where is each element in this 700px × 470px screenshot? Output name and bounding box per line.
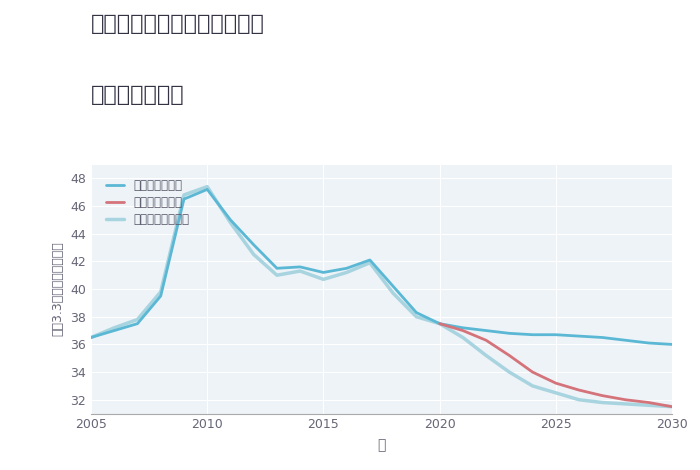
グッドシナリオ (505, 330, 514, 336)
グッドシナリオ (319, 270, 328, 275)
バッドシナリオ (598, 393, 606, 399)
ノーマルシナリオ (645, 402, 653, 408)
ノーマルシナリオ (598, 400, 606, 405)
Line: ノーマルシナリオ: ノーマルシナリオ (91, 187, 672, 407)
ノーマルシナリオ (296, 268, 304, 274)
バッドシナリオ (528, 369, 537, 375)
ノーマルシナリオ (273, 273, 281, 278)
グッドシナリオ (435, 321, 444, 327)
ノーマルシナリオ (412, 314, 421, 320)
グッドシナリオ (133, 321, 141, 327)
グッドシナリオ (203, 187, 211, 192)
グッドシナリオ (389, 283, 398, 289)
ノーマルシナリオ (87, 335, 95, 340)
X-axis label: 年: 年 (377, 439, 386, 453)
グッドシナリオ (342, 266, 351, 271)
バッドシナリオ (645, 400, 653, 405)
バッドシナリオ (458, 328, 467, 333)
ノーマルシナリオ (668, 404, 676, 409)
グッドシナリオ (296, 264, 304, 270)
グッドシナリオ (458, 325, 467, 330)
バッドシナリオ (482, 337, 490, 343)
グッドシナリオ (645, 340, 653, 346)
バッドシナリオ (575, 387, 583, 393)
グッドシナリオ (110, 328, 118, 333)
グッドシナリオ (87, 335, 95, 340)
グッドシナリオ (226, 217, 234, 223)
ノーマルシナリオ (226, 220, 234, 226)
Line: グッドシナリオ: グッドシナリオ (91, 189, 672, 345)
ノーマルシナリオ (180, 192, 188, 198)
ノーマルシナリオ (203, 184, 211, 189)
グッドシナリオ (412, 310, 421, 315)
グッドシナリオ (365, 257, 374, 263)
Line: バッドシナリオ: バッドシナリオ (440, 324, 672, 407)
バッドシナリオ (552, 380, 560, 386)
ノーマルシナリオ (365, 260, 374, 266)
バッドシナリオ (622, 397, 630, 403)
Y-axis label: 平（3.3㎡）単価（万円）: 平（3.3㎡）単価（万円） (52, 242, 64, 337)
バッドシナリオ (435, 321, 444, 327)
ノーマルシナリオ (528, 383, 537, 389)
グッドシナリオ (668, 342, 676, 347)
Text: 土地の価格推移: 土地の価格推移 (91, 85, 185, 105)
グッドシナリオ (482, 328, 490, 333)
ノーマルシナリオ (622, 401, 630, 407)
ノーマルシナリオ (482, 352, 490, 358)
グッドシナリオ (598, 335, 606, 340)
ノーマルシナリオ (458, 335, 467, 340)
グッドシナリオ (157, 293, 165, 299)
ノーマルシナリオ (342, 270, 351, 275)
ノーマルシナリオ (552, 390, 560, 396)
ノーマルシナリオ (389, 290, 398, 296)
グッドシナリオ (528, 332, 537, 337)
グッドシナリオ (273, 266, 281, 271)
ノーマルシナリオ (575, 397, 583, 403)
ノーマルシナリオ (249, 251, 258, 257)
ノーマルシナリオ (110, 325, 118, 330)
ノーマルシナリオ (157, 289, 165, 295)
バッドシナリオ (505, 352, 514, 358)
グッドシナリオ (622, 337, 630, 343)
グッドシナリオ (180, 196, 188, 202)
Text: 埼玉県久喜市菖蒲町上大崎の: 埼玉県久喜市菖蒲町上大崎の (91, 14, 265, 34)
ノーマルシナリオ (435, 321, 444, 327)
ノーマルシナリオ (319, 276, 328, 282)
ノーマルシナリオ (505, 369, 514, 375)
バッドシナリオ (668, 404, 676, 409)
Legend: グッドシナリオ, バッドシナリオ, ノーマルシナリオ: グッドシナリオ, バッドシナリオ, ノーマルシナリオ (103, 175, 193, 230)
グッドシナリオ (575, 333, 583, 339)
グッドシナリオ (552, 332, 560, 337)
ノーマルシナリオ (133, 317, 141, 322)
グッドシナリオ (249, 242, 258, 248)
